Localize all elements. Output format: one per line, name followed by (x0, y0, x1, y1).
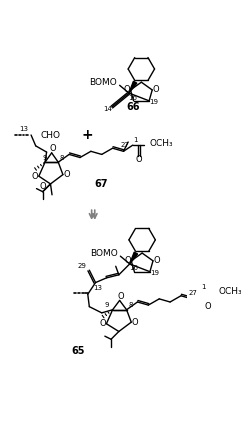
Text: 29: 29 (78, 263, 87, 269)
Text: 13: 13 (93, 285, 102, 291)
Text: O: O (32, 172, 38, 181)
Text: 8: 8 (128, 302, 133, 308)
Text: 16: 16 (129, 265, 138, 271)
Text: 19: 19 (149, 99, 158, 105)
Text: 1: 1 (201, 284, 206, 290)
Text: +: + (82, 128, 94, 142)
Text: O: O (204, 302, 211, 311)
Text: 19: 19 (150, 270, 159, 276)
Text: 8: 8 (59, 154, 64, 160)
Text: O: O (49, 144, 56, 154)
Text: O: O (123, 86, 130, 95)
Text: 65: 65 (71, 346, 84, 356)
Text: 9: 9 (104, 302, 109, 308)
Text: O: O (136, 154, 142, 163)
Text: O: O (99, 319, 106, 328)
Text: O: O (63, 170, 70, 179)
Text: O: O (154, 256, 160, 265)
Text: 27: 27 (120, 142, 129, 148)
Text: O: O (40, 182, 46, 191)
Text: 14: 14 (104, 106, 112, 112)
Text: OCH₃: OCH₃ (150, 139, 174, 148)
Text: O: O (132, 318, 138, 327)
Text: 66: 66 (126, 102, 140, 112)
Text: 13: 13 (20, 126, 29, 132)
Text: CHO: CHO (40, 130, 60, 139)
Text: O: O (153, 86, 160, 95)
Text: 27: 27 (189, 290, 198, 296)
Text: 67: 67 (94, 179, 108, 189)
Text: 9: 9 (42, 154, 47, 160)
Text: 1: 1 (133, 137, 137, 143)
Polygon shape (130, 252, 138, 264)
Text: BOMO: BOMO (89, 78, 117, 87)
Text: OCH₃: OCH₃ (218, 287, 241, 295)
Text: BOMO: BOMO (90, 249, 118, 258)
Text: 16: 16 (128, 95, 137, 101)
Text: O: O (124, 256, 131, 265)
Text: O: O (117, 292, 124, 301)
Polygon shape (129, 81, 137, 93)
